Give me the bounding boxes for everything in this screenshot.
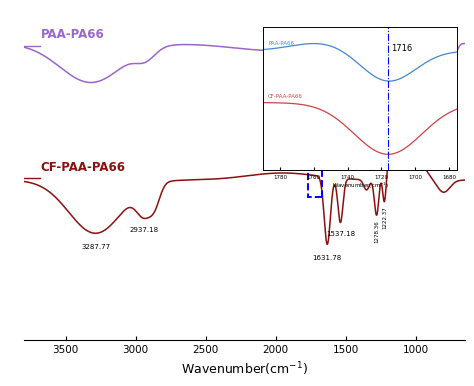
Text: 1196: 1196 (381, 78, 400, 87)
X-axis label: Wavenumber(cm$^{-1}$): Wavenumber(cm$^{-1}$) (332, 181, 389, 191)
Text: 972: 972 (413, 153, 426, 158)
Text: 2937.18: 2937.18 (130, 227, 159, 233)
Text: PAA-PA66: PAA-PA66 (40, 29, 104, 41)
Text: CF-PAA-PA66: CF-PAA-PA66 (40, 161, 126, 174)
Text: 934: 934 (418, 43, 432, 52)
Text: 1631.78: 1631.78 (313, 255, 342, 261)
Text: 1278.36: 1278.36 (374, 220, 379, 243)
Text: 1113: 1113 (392, 128, 408, 133)
Text: 1056: 1056 (400, 131, 415, 136)
X-axis label: Wavenumber(cm$^{-1}$): Wavenumber(cm$^{-1}$) (181, 360, 308, 378)
Text: 1716: 1716 (306, 107, 325, 115)
Text: 1716: 1716 (392, 44, 413, 52)
Text: 3287.77: 3287.77 (81, 244, 110, 250)
Text: CF-PAA-PA66: CF-PAA-PA66 (268, 95, 303, 100)
Text: 1222.37: 1222.37 (382, 207, 387, 230)
Text: 1537.18: 1537.18 (326, 232, 355, 237)
Text: PAA-PA66: PAA-PA66 (268, 41, 294, 46)
Bar (309, 83, 322, 197)
